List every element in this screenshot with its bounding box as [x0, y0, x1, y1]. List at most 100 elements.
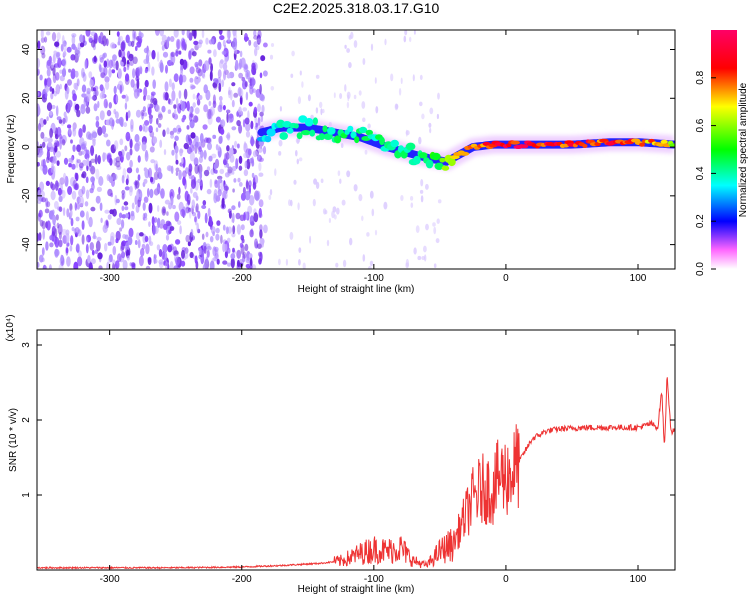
- spectrogram-ridge-cell: [441, 165, 450, 171]
- x-tick-label: -300: [100, 273, 120, 284]
- spectrogram-noise-cell: [326, 239, 330, 247]
- spectrogram-noise-cell: [244, 243, 249, 252]
- spectrogram-noise-cell: [223, 69, 226, 81]
- spectrogram-noise-cell: [71, 190, 77, 200]
- spectrogram-noise-cell: [46, 68, 51, 77]
- spectrogram-noise-cell: [226, 237, 231, 243]
- spectrogram-noise-cell: [71, 227, 75, 232]
- spectrogram-noise-cell: [110, 232, 115, 241]
- spectrogram-noise-cell: [161, 34, 167, 43]
- spectrogram-noise-cell: [115, 94, 119, 104]
- spectrogram-noise-cell: [170, 195, 174, 206]
- spectrogram-noise-cell: [236, 249, 242, 259]
- spectrogram-noise-cell: [384, 38, 387, 46]
- spectrogram-noise-cell: [81, 173, 85, 178]
- spectrogram-noise-cell: [302, 262, 306, 269]
- spectrogram-noise-cell: [243, 141, 247, 149]
- spectrogram-noise-cell: [209, 216, 213, 226]
- spectrogram-ridge-cell: [639, 142, 645, 147]
- spectrogram-noise-cell: [99, 57, 104, 63]
- spectrogram-noise-cell: [111, 259, 116, 264]
- spectrogram-noise-cell: [95, 120, 100, 128]
- spectrogram-noise-cell: [78, 128, 83, 138]
- spectrogram-noise-cell: [259, 224, 263, 232]
- spectrogram-noise-cell: [201, 30, 205, 39]
- spectrogram-noise-cell: [115, 118, 121, 124]
- spectrogram-noise-cell: [199, 170, 203, 180]
- spectrogram-noise-cell: [142, 106, 146, 113]
- spectrogram-noise-cell: [193, 115, 199, 123]
- spectrogram-noise-cell: [433, 263, 437, 269]
- spectrogram-noise-cell: [147, 257, 152, 265]
- colorbar-tick-label: 0.0: [695, 262, 706, 276]
- spectrogram-noise-cell: [203, 104, 209, 113]
- spectrogram-noise-cell: [189, 66, 195, 75]
- spectrogram-noise-cell: [231, 212, 235, 224]
- snr-series: [37, 377, 675, 570]
- spectrogram-noise-cell: [121, 122, 124, 127]
- spectrogram-noise-cell: [249, 215, 255, 226]
- spectrogram-noise-cell: [232, 247, 235, 253]
- spectrogram-noise-cell: [90, 258, 96, 265]
- spectrogram-noise-cell: [240, 234, 245, 241]
- spectrogram-noise-cell: [190, 179, 196, 190]
- spectrogram-noise-cell: [239, 242, 244, 248]
- spectrogram-noise-cell: [69, 203, 73, 212]
- spectrogram-noise-cell: [319, 101, 323, 109]
- spectrogram-noise-cell: [93, 55, 97, 63]
- spectrogram-noise-cell: [89, 188, 94, 194]
- spectrogram-noise-cell: [178, 50, 182, 55]
- spectrogram-noise-cell: [106, 139, 111, 147]
- spectrogram-noise-cell: [56, 160, 60, 167]
- spectrogram-noise-cell: [112, 262, 115, 269]
- spectrogram-noise-cell: [296, 138, 300, 145]
- spectrogram-noise-cell: [145, 243, 150, 255]
- spectrogram-noise-cell: [53, 50, 57, 55]
- spectrogram-ridge-cell: [418, 152, 428, 159]
- spectrogram-noise-cell: [37, 145, 40, 156]
- spectrogram-noise-cell: [419, 74, 423, 80]
- spectrogram-noise-cell: [41, 247, 45, 256]
- spectrogram-noise-cell: [321, 108, 325, 114]
- spectrogram-noise-cell: [72, 179, 78, 190]
- spectrogram-noise-cell: [208, 100, 212, 107]
- colorbar-gradient: [711, 30, 737, 269]
- spectrogram-noise-cell: [435, 238, 440, 244]
- spectrogram-noise-cell: [110, 42, 116, 49]
- spectrogram-noise-cell: [57, 187, 62, 196]
- spectrogram-noise-cell: [61, 35, 65, 46]
- spectrogram-noise-cell: [55, 214, 59, 221]
- spectrogram-noise-cell: [202, 200, 207, 206]
- x-tick-label: -300: [100, 574, 120, 585]
- spectrogram-ridge-cell: [309, 129, 316, 137]
- spectrogram-noise-cell: [232, 225, 236, 235]
- spectrogram-noise-cell: [41, 197, 47, 203]
- spectrogram-noise-cell: [158, 249, 163, 257]
- spectrogram-noise-cell: [232, 188, 235, 193]
- spectrogram-noise-cell: [152, 224, 156, 236]
- figure-title: C2E2.2025.318.03.17.G10: [273, 0, 440, 16]
- spectrogram-noise-cell: [227, 247, 231, 254]
- spectrogram-noise-cell: [437, 199, 442, 204]
- spectrogram-noise-cell: [66, 256, 71, 267]
- spectrogram-noise-cell: [228, 113, 234, 119]
- spectrogram-noise-cell: [115, 198, 120, 204]
- spectrogram-noise-cell: [80, 103, 85, 109]
- spectrogram-noise-cell: [335, 262, 339, 268]
- spectrogram-y-ticks: -40 -20 0 20 40: [21, 44, 675, 252]
- spectrogram-ridge-cell: [318, 133, 325, 141]
- spectrogram-noise-cell: [148, 167, 152, 179]
- spectrogram-noise-cell: [118, 212, 123, 219]
- spectrogram-noise-cell: [211, 38, 215, 45]
- spectrogram-noise-cell: [278, 258, 281, 266]
- spectrogram-ridge-cell: [279, 132, 289, 140]
- spectrogram-noise-cell: [298, 157, 303, 162]
- spectrogram-noise-cell: [205, 137, 212, 143]
- spectrogram-noise-cell: [143, 125, 148, 133]
- spectrogram-noise-cell: [429, 127, 432, 134]
- spectrogram-noise-cell: [158, 259, 164, 265]
- spectrogram-noise-cell: [222, 260, 228, 265]
- spectrogram-noise-cell: [221, 79, 225, 88]
- spectrogram-noise-cell: [90, 158, 96, 163]
- spectrogram-noise-cell: [274, 168, 277, 177]
